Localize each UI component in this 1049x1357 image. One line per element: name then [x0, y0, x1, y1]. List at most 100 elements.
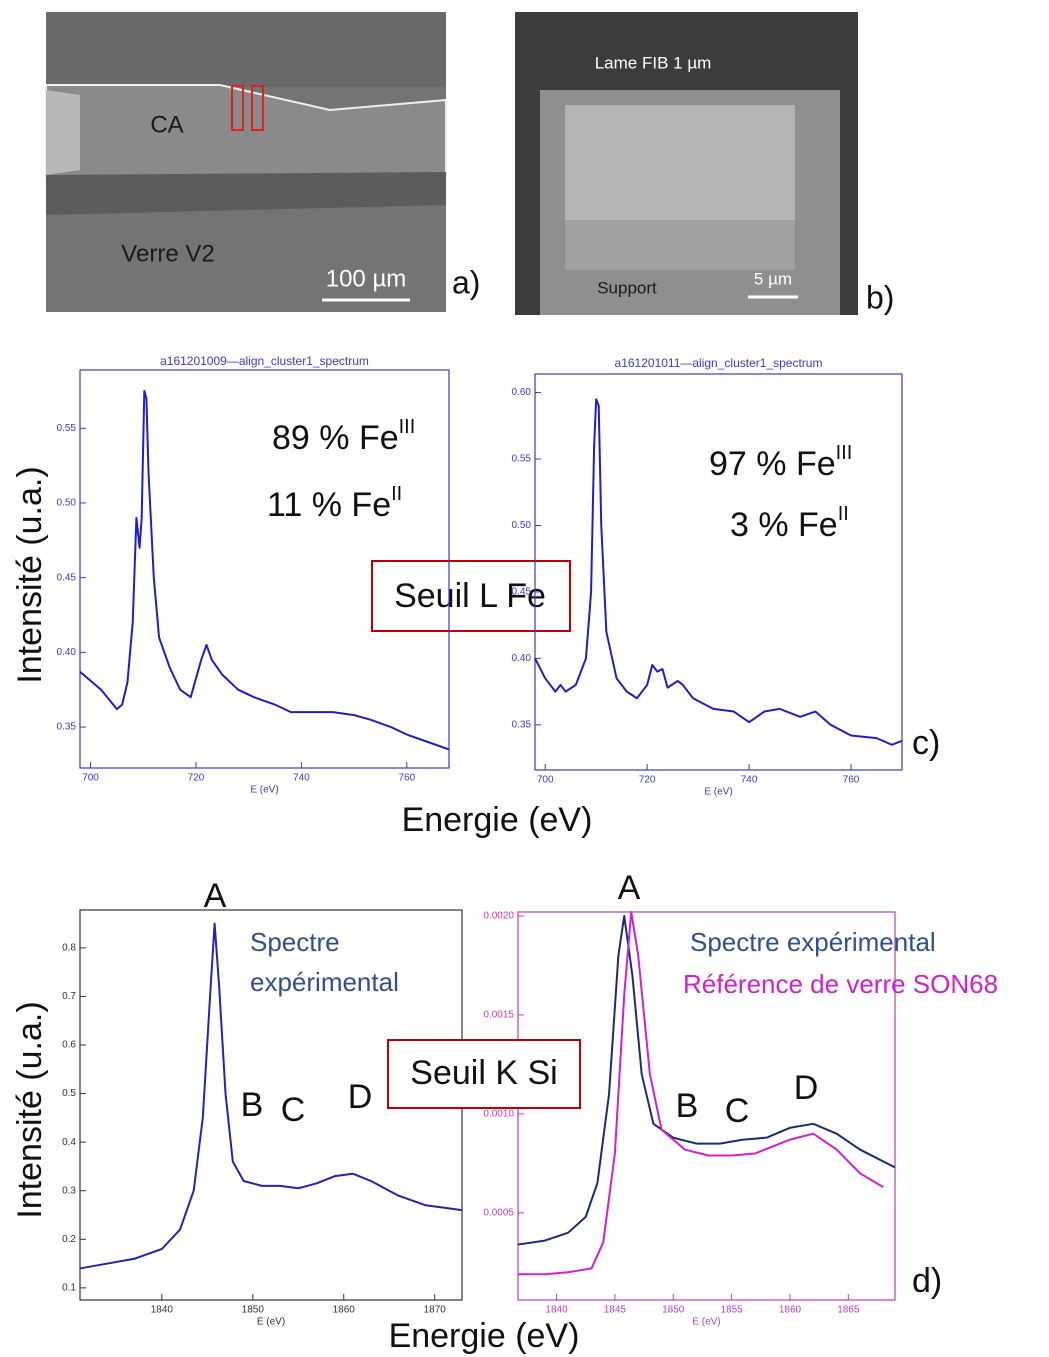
- y-tick-label: 0.50: [512, 520, 532, 531]
- peak-label: C: [281, 1091, 306, 1129]
- surface-layer: [46, 12, 446, 87]
- support-label: Support: [597, 278, 657, 297]
- x-tick-label: 700: [82, 773, 99, 784]
- plot-frame: [79, 369, 450, 769]
- peak-label: C: [725, 1092, 750, 1130]
- x-axis-label: E (eV): [250, 785, 278, 796]
- y-tick-label: 0.0015: [483, 1010, 514, 1021]
- y-tick-label: 0.40: [57, 647, 77, 658]
- x-tick-label: 1845: [604, 1305, 627, 1316]
- spectrum-line: [534, 398, 903, 746]
- chart-title: a161201011—align_cluster1_spectrum: [615, 356, 823, 370]
- legend-entry: Spectre expérimental: [690, 927, 936, 957]
- edge-label: Seuil K Si: [410, 1054, 557, 1092]
- x-axis-label: E (eV): [704, 787, 732, 798]
- x-axis-label: Energie (eV): [402, 801, 593, 839]
- annotation: 3 % FeII: [730, 503, 849, 544]
- y-axis-label: Intensité (u.a.): [11, 466, 49, 683]
- lamella-label: Lame FIB 1 µm: [595, 53, 712, 72]
- chart-title: a161201009—align_cluster1_spectrum: [160, 354, 369, 368]
- x-axis-label: E (eV): [692, 1317, 720, 1328]
- x-tick-label: 740: [741, 775, 758, 786]
- annotation-text: 3 % Fe: [730, 506, 838, 544]
- y-axis-label: Intensité (u.a.): [11, 1001, 49, 1218]
- panel-letter: d): [912, 1262, 942, 1300]
- annotation-sup: II: [391, 483, 402, 505]
- spectrum-line: [517, 914, 896, 1246]
- y-tick-label: 0.2: [62, 1234, 76, 1245]
- legend-text: Référence de verre SON68: [683, 969, 999, 999]
- y-tick-label: 0.55: [57, 423, 77, 434]
- legend-text: Spectre expérimental: [690, 927, 936, 957]
- peak-label: A: [204, 877, 227, 915]
- x-tick-label: 1850: [662, 1305, 685, 1316]
- y-tick-label: 0.50: [57, 498, 77, 509]
- panel-letter: a): [452, 264, 480, 300]
- annotation-sup: III: [836, 442, 853, 464]
- legend-entry: Spectre expérimental: [250, 927, 399, 997]
- x-tick-label: 720: [639, 775, 656, 786]
- plot-frame: [534, 373, 903, 771]
- peak-label: A: [618, 869, 641, 907]
- y-tick-label: 0.40: [512, 653, 532, 664]
- scale-label: 5 µm: [754, 269, 792, 288]
- x-tick-label: 720: [188, 773, 205, 784]
- annotation-sup: III: [399, 416, 416, 438]
- x-tick-label: 700: [537, 775, 554, 786]
- x-tick-label: 1840: [151, 1305, 174, 1316]
- spectrum-line: [79, 389, 450, 751]
- scale-label: 100 µm: [326, 265, 407, 292]
- x-tick-label: 740: [293, 773, 310, 784]
- fib-marker: [231, 85, 244, 131]
- x-tick-label: 760: [398, 773, 415, 784]
- x-tick-label: 1840: [545, 1305, 568, 1316]
- edge-box: [387, 1039, 581, 1109]
- peak-label: B: [676, 1087, 699, 1125]
- y-tick-label: 0.1: [62, 1282, 76, 1293]
- y-tick-label: 0.5: [62, 1088, 76, 1099]
- thin-window: [565, 105, 795, 220]
- substrate-label: Verre V2: [121, 240, 214, 267]
- x-tick-label: 1865: [837, 1305, 860, 1316]
- annotation: 11 % FeII: [267, 483, 402, 524]
- y-tick-label: 0.55: [512, 454, 532, 465]
- y-tick-label: 0.60: [512, 387, 532, 398]
- edge-label: Seuil L Fe: [394, 577, 546, 615]
- x-tick-label: 760: [843, 775, 860, 786]
- spectrum-line: [518, 911, 884, 1276]
- y-tick-label: 0.0005: [483, 1208, 514, 1219]
- panel-letter: c): [912, 724, 940, 762]
- y-tick-label: 0.35: [512, 719, 532, 730]
- annotation-text: 11 % Fe: [267, 486, 391, 524]
- y-tick-label: 0.45: [512, 587, 532, 598]
- region-label: CA: [150, 111, 183, 138]
- y-tick-label: 0.4: [62, 1137, 76, 1148]
- annotation-text: 97 % Fe: [709, 445, 836, 483]
- x-axis-label: Energie (eV): [389, 1317, 580, 1355]
- fib-marker: [251, 85, 264, 131]
- edge-box: [371, 560, 571, 632]
- y-tick-label: 0.0010: [483, 1109, 514, 1120]
- x-tick-label: 1860: [333, 1305, 356, 1316]
- support-area: [565, 220, 795, 270]
- legend-entry: Référence de verre SON68: [683, 969, 999, 999]
- peak-label: D: [348, 1078, 373, 1116]
- annotation: 89 % FeIII: [272, 416, 415, 457]
- x-axis-label: E (eV): [257, 1317, 285, 1328]
- y-tick-label: 0.8: [62, 943, 76, 954]
- annotation-text: 89 % Fe: [272, 419, 399, 457]
- grain: [46, 90, 80, 175]
- peak-label: D: [794, 1069, 819, 1107]
- panel-letter: b): [866, 279, 894, 315]
- x-tick-label: 1855: [720, 1305, 743, 1316]
- y-tick-label: 0.3: [62, 1185, 76, 1196]
- y-tick-label: 0.6: [62, 1040, 76, 1051]
- y-tick-label: 0.0020: [483, 911, 514, 922]
- y-tick-label: 0.35: [57, 722, 77, 733]
- y-tick-label: 0.45: [57, 572, 77, 583]
- y-tick-label: 0.7: [62, 991, 76, 1002]
- x-tick-label: 1870: [424, 1305, 447, 1316]
- peak-label: B: [241, 1086, 264, 1124]
- legend-text: Spectre expérimental: [250, 927, 399, 997]
